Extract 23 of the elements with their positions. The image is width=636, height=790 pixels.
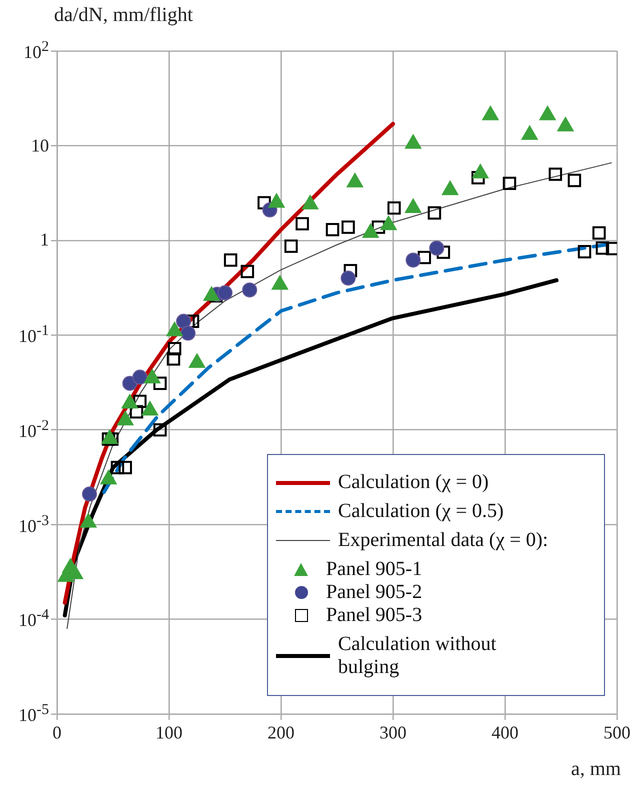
y-tick-label: 10 — [31, 135, 49, 156]
y-tick-label: 10$^{-3}$ — [18, 512, 49, 537]
y-tick-label: 10$^{-4}$ — [18, 607, 49, 632]
legend-label: Calculation (χ = 0.5) — [338, 500, 504, 523]
y-axis-title: da/dN, mm/flight — [54, 4, 193, 27]
y-tick-label: 10$^{-1}$ — [18, 323, 49, 348]
x-tick-label: 200 — [268, 722, 294, 743]
x-tick-label: 0 — [52, 722, 62, 743]
x-tick-label: 400 — [492, 722, 518, 743]
y-tick-label: 10$^{2}$ — [24, 39, 49, 63]
legend-label: Panel 905-3 — [326, 604, 422, 627]
x-axis-title: a, mm — [571, 758, 621, 781]
legend-label: Panel 905-1 — [326, 558, 422, 581]
y-tick-label: 1 — [40, 230, 49, 251]
legend-label: Calculation without bulging — [338, 633, 498, 679]
x-tick-label: 100 — [156, 722, 182, 743]
x-tick-label: 500 — [604, 722, 630, 743]
legend-label: Calculation (χ = 0) — [338, 471, 489, 494]
y-tick-label: 10$^{-2}$ — [18, 418, 49, 442]
x-tick-label: 300 — [380, 722, 406, 743]
y-tick-label: 10$^{-5}$ — [18, 702, 49, 726]
legend-label: Experimental data (χ = 0): — [338, 529, 548, 552]
legend-label: Panel 905-2 — [326, 581, 422, 604]
